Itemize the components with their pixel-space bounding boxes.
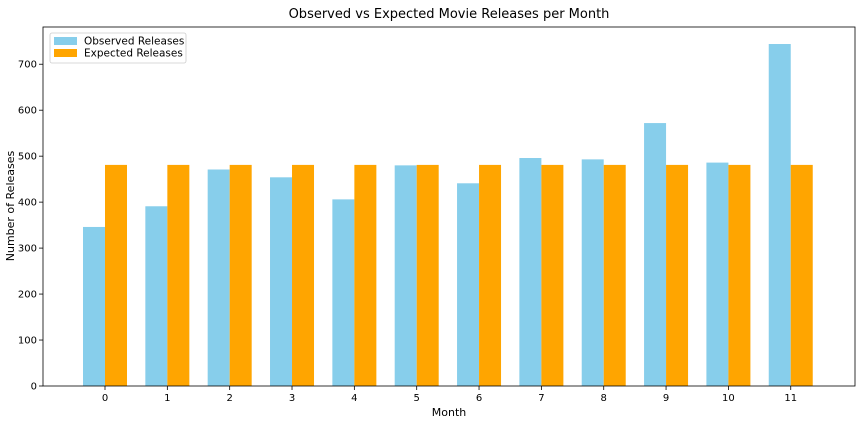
plot-frame <box>42 26 856 387</box>
bar-expected-5 <box>416 164 439 386</box>
bar-expected-9 <box>666 164 689 386</box>
x-tick-label: 0 <box>102 393 108 404</box>
x-tick-label: 9 <box>663 393 669 404</box>
legend: Observed Releases Expected Releases <box>49 32 187 64</box>
y-tick-label: 500 <box>18 152 37 163</box>
y-tick-label: 0 <box>31 382 37 393</box>
x-tick-label: 4 <box>351 393 357 404</box>
legend-swatch-observed <box>54 37 77 45</box>
x-tick-label: 3 <box>289 393 295 404</box>
bar-observed-10 <box>706 162 729 386</box>
y-tick-label: 100 <box>18 336 37 347</box>
legend-label-expected: Expected Releases <box>84 48 183 60</box>
y-axis: 0 100 200 300 400 500 600 700 <box>18 60 43 393</box>
x-tick-label: 11 <box>784 393 797 404</box>
bar-observed-5 <box>394 165 417 386</box>
x-axis: 0 1 2 3 4 5 6 7 8 9 10 11 <box>102 386 797 404</box>
bar-observed-6 <box>457 183 480 386</box>
x-tick-label: 5 <box>414 393 420 404</box>
y-tick-label: 700 <box>18 60 37 71</box>
legend-swatch-expected <box>54 49 77 57</box>
bar-expected-7 <box>541 164 564 386</box>
x-tick-label: 2 <box>226 393 232 404</box>
bar-expected-4 <box>354 164 377 386</box>
x-tick-label: 7 <box>538 393 544 404</box>
bar-observed-0 <box>83 226 105 386</box>
bar-expected-8 <box>603 164 626 386</box>
chart-title: Observed vs Expected Movie Releases per … <box>289 7 610 22</box>
legend-box <box>49 32 187 64</box>
bar-observed-9 <box>644 123 667 386</box>
bar-observed-4 <box>332 199 355 386</box>
bar-observed-7 <box>519 158 542 386</box>
x-tick-label: 10 <box>722 393 735 404</box>
y-tick-label: 300 <box>18 244 37 255</box>
bar-observed-1 <box>145 206 168 386</box>
y-tick-label: 600 <box>18 106 37 117</box>
bar-expected-11 <box>790 164 813 386</box>
bar-expected-2 <box>229 164 252 386</box>
bar-observed-3 <box>270 177 293 386</box>
bar-observed-8 <box>581 159 604 386</box>
legend-label-observed: Observed Releases <box>84 36 184 48</box>
y-tick-label: 200 <box>18 290 37 301</box>
y-axis-label: Number of Releases <box>4 150 17 261</box>
x-tick-label: 6 <box>476 393 482 404</box>
bar-expected-10 <box>728 164 751 386</box>
bar-expected-6 <box>479 164 502 386</box>
x-tick-label: 8 <box>601 393 607 404</box>
bar-expected-3 <box>292 164 315 386</box>
bar-expected-1 <box>167 164 190 386</box>
bar-observed-2 <box>207 169 230 386</box>
bar-observed-11 <box>768 44 791 386</box>
bar-expected-0 <box>105 164 127 386</box>
x-axis-label: Month <box>432 406 467 419</box>
bars-layer <box>83 44 813 386</box>
y-tick-label: 400 <box>18 198 37 209</box>
x-tick-label: 1 <box>164 393 170 404</box>
